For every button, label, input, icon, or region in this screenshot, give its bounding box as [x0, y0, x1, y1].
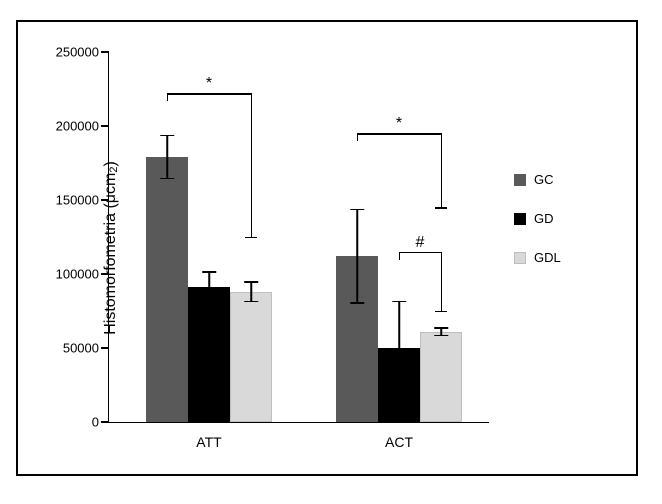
legend-swatch: [514, 174, 526, 186]
bracket-vertical: [441, 133, 442, 207]
legend-swatch: [514, 213, 526, 225]
y-tick: [101, 421, 109, 423]
y-tick-label: 50000: [63, 341, 99, 356]
errorbar: [208, 271, 210, 304]
errorbar: [440, 327, 442, 336]
y-tick-label: 200000: [56, 119, 99, 134]
bracket-vertical: [167, 93, 168, 101]
errorbar: [356, 209, 358, 304]
x-category-label: ACT: [385, 434, 413, 450]
bracket-cap: [245, 237, 257, 238]
plot-area: 050000100000150000200000250000ATTACT**#: [108, 52, 489, 423]
legend-label: GD: [534, 211, 554, 226]
y-tick: [101, 347, 109, 349]
bar-ATT-GDL: [230, 292, 272, 422]
y-tick: [101, 51, 109, 53]
chart-frame: Histomorfometria (μcm2) 0500001000001500…: [16, 20, 638, 476]
bar-ATT-GD: [188, 287, 230, 422]
bracket-horizontal: [167, 93, 251, 94]
legend-swatch: [514, 252, 526, 264]
bracket-vertical: [251, 93, 252, 237]
legend-label: GDL: [534, 250, 561, 265]
legend-item-GD: GD: [514, 211, 561, 226]
legend-item-GDL: GDL: [514, 250, 561, 265]
y-tick: [101, 125, 109, 127]
y-tick-label: 150000: [56, 193, 99, 208]
y-tick-label: 100000: [56, 267, 99, 282]
legend-label: GC: [534, 172, 554, 187]
bracket-vertical: [399, 252, 400, 260]
legend-item-GC: GC: [514, 172, 561, 187]
bar-ACT-GDL: [420, 332, 462, 422]
errorbar: [398, 301, 400, 396]
y-tick: [101, 273, 109, 275]
significance-marker: #: [416, 234, 425, 252]
bracket-cap: [435, 311, 447, 312]
bracket-horizontal: [399, 252, 441, 253]
bracket-cap: [435, 207, 447, 208]
significance-marker: *: [206, 75, 212, 93]
bracket-vertical: [441, 252, 442, 311]
errorbar: [166, 135, 168, 179]
y-tick-label: 0: [92, 415, 99, 430]
bar-ATT-GC: [146, 157, 188, 422]
significance-marker: *: [396, 115, 402, 133]
bracket-horizontal: [357, 133, 441, 134]
legend: GC GD GDL: [514, 172, 561, 289]
y-tick-label: 250000: [56, 45, 99, 60]
x-category-label: ATT: [196, 434, 221, 450]
errorbar: [250, 281, 252, 302]
y-tick: [101, 199, 109, 201]
bracket-vertical: [357, 133, 358, 141]
